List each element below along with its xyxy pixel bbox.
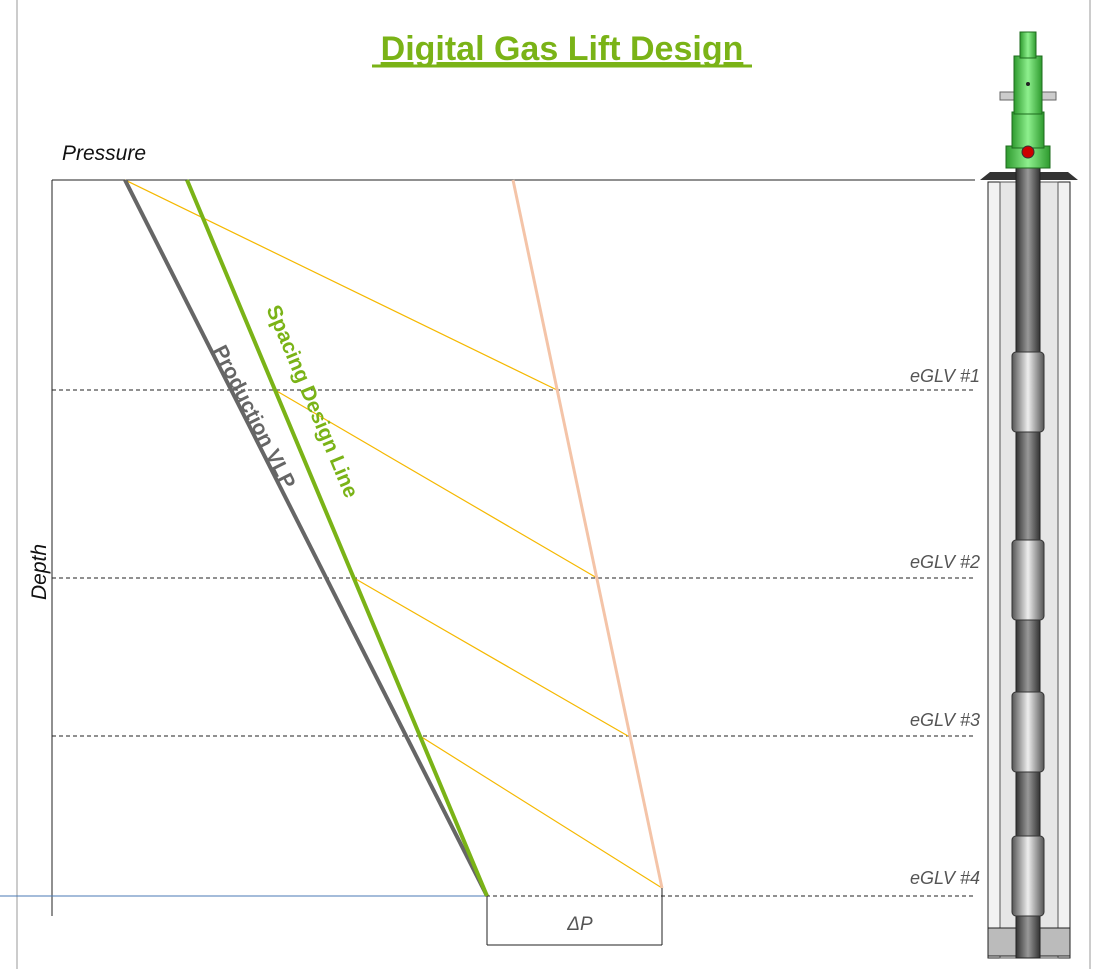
injection-pressure-line <box>511 179 664 889</box>
well-schematic <box>980 31 1078 959</box>
title: Digital Gas Lift Design <box>381 30 744 68</box>
production-vlp-line <box>123 179 489 897</box>
delta-label: ΔP <box>566 914 593 935</box>
valve-depth-lines <box>52 389 975 897</box>
valve-labels: eGLV #1 eGLV #2 eGLV #3 eGLV #4 <box>910 366 980 888</box>
gas-traverse-lines <box>124 179 663 889</box>
y-axis-label: Depth <box>28 544 51 600</box>
valve-label: eGLV #3 <box>910 710 980 730</box>
x-axis-label: Pressure <box>62 142 146 165</box>
valve-label: eGLV #1 <box>910 366 980 386</box>
frame <box>16 0 1091 969</box>
spacing-design-line <box>185 179 489 897</box>
delta-bracket <box>486 888 663 946</box>
valve-label: eGLV #4 <box>910 868 980 888</box>
valve-label: eGLV #2 <box>910 552 980 572</box>
